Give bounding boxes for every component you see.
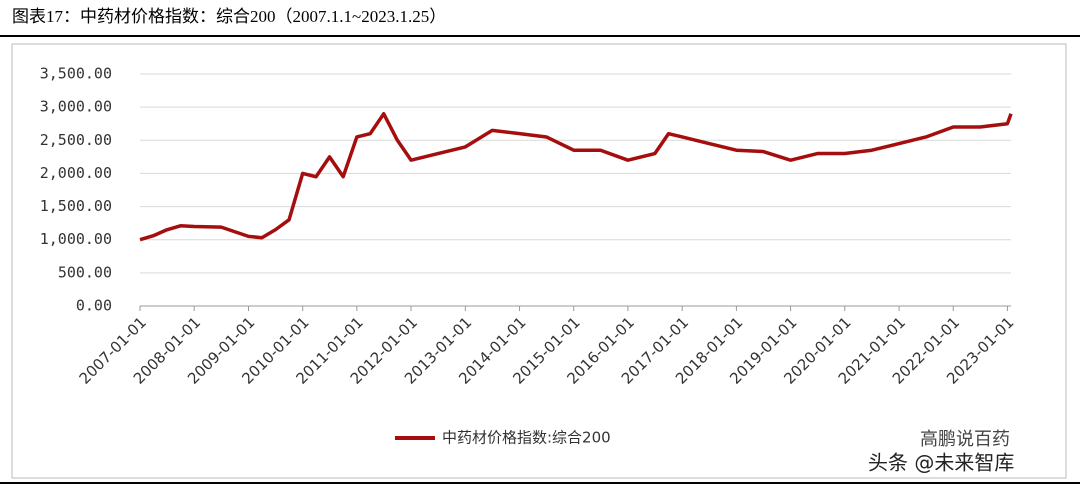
y-tick-label: 2,000.00 [40, 164, 112, 182]
watermark: 头条 @未来智库 [868, 451, 1014, 475]
y-tick-label: 1,500.00 [40, 197, 112, 215]
chart-frame [11, 43, 1067, 479]
header: 图表17：中药材价格指数：综合200（2007.1.1~2023.1.25） [12, 7, 446, 26]
data-line [139, 112, 1013, 242]
y-tick-label: 1,000.00 [40, 230, 112, 248]
legend-label: 中药材价格指数:综合200 [442, 429, 611, 447]
y-tick-label: 500.00 [58, 263, 112, 281]
y-tick-label: 3,000.00 [40, 98, 112, 116]
y-tick-label: 0.00 [76, 297, 112, 315]
y-tick-label: 3,500.00 [40, 65, 112, 83]
watermark: 高鹏说百药 [920, 429, 1010, 450]
y-tick-label: 2,500.00 [40, 131, 112, 149]
